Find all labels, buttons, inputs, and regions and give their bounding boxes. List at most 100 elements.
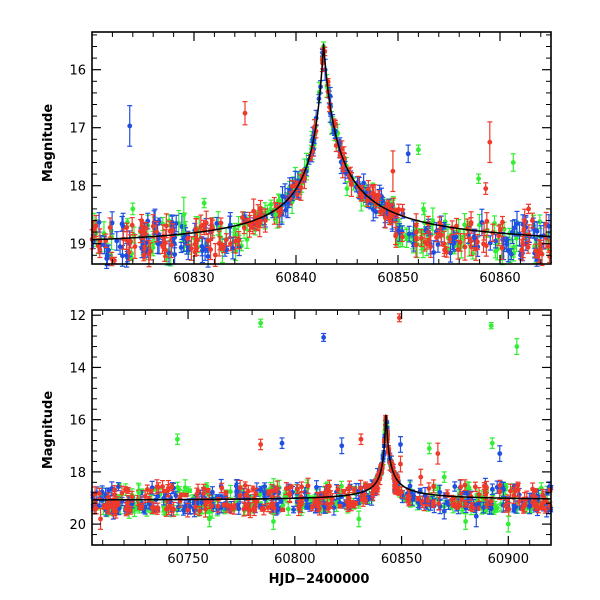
data-point: [428, 235, 434, 259]
data-point: [114, 231, 120, 251]
data-point: [526, 203, 532, 215]
data-point: [454, 503, 460, 510]
data-point: [93, 214, 99, 238]
data-point: [483, 182, 489, 195]
data-point: [487, 235, 493, 251]
x-tick-label: 60850: [381, 552, 422, 567]
data-point: [476, 173, 482, 184]
data-point: [270, 513, 276, 530]
bottom-panel-y-axis-label: Magnitude: [41, 391, 56, 470]
data-point: [262, 208, 268, 233]
data-point: [393, 226, 399, 246]
y-tick-label: 20: [69, 518, 86, 533]
data-point: [150, 214, 156, 239]
data-point: [436, 229, 442, 239]
data-point: [199, 236, 205, 257]
data-point: [148, 488, 154, 494]
data-point: [397, 436, 403, 453]
bottom-panel-x-axis-label: HJD−2400000: [269, 572, 370, 587]
data-point: [415, 144, 421, 155]
data-point: [223, 233, 229, 247]
data-point: [109, 211, 115, 235]
data-point: [512, 219, 518, 237]
data-point: [487, 121, 493, 164]
data-point: [476, 213, 482, 237]
top-panel-model-curve: [91, 43, 552, 241]
data-point: [205, 233, 211, 249]
data-point: [242, 100, 248, 126]
data-point: [205, 487, 211, 494]
y-tick-label: 16: [69, 414, 86, 429]
data-point: [341, 488, 347, 495]
data-point: [124, 217, 130, 227]
data-point: [525, 240, 531, 254]
data-point: [510, 153, 516, 172]
data-point: [457, 233, 463, 252]
data-point: [259, 506, 265, 512]
data-point: [426, 442, 432, 455]
data-point: [258, 318, 264, 328]
data-point: [250, 485, 256, 493]
data-point: [358, 433, 364, 446]
data-point: [208, 238, 214, 261]
data-point: [185, 231, 191, 246]
data-point: [98, 507, 104, 530]
data-point: [514, 338, 520, 355]
data-point: [447, 235, 453, 244]
data-point: [356, 510, 362, 528]
top-panel-frame: [91, 31, 552, 265]
data-point: [488, 321, 494, 330]
data-point: [126, 243, 132, 261]
bottom-panel-ticks: 60750 60800 60850 60900 12 14 16 18 20: [69, 309, 552, 567]
data-point: [193, 217, 199, 241]
data-point: [509, 220, 515, 245]
data-point: [422, 233, 428, 252]
data-point: [413, 231, 419, 245]
data-point: [178, 241, 184, 254]
data-point: [529, 212, 535, 229]
data-point: [127, 105, 133, 147]
data-point: [472, 228, 477, 248]
data-point: [403, 228, 409, 241]
data-point: [455, 239, 461, 260]
bottom-panel: 60750 60800 60850 60900 12 14 16 18 20 Magnitude…: [41, 309, 554, 587]
data-point: [132, 234, 138, 259]
data-point: [128, 234, 134, 249]
data-point: [188, 236, 194, 261]
data-point: [435, 442, 441, 465]
top-panel: 60830 60840 60850 60860 16 17 18 19 Magnitude: [41, 31, 553, 286]
data-point: [345, 486, 351, 492]
data-point: [230, 236, 236, 260]
y-tick-label: 16: [69, 64, 86, 79]
y-tick-label: 18: [69, 180, 86, 195]
data-point: [399, 232, 405, 243]
data-point: [447, 243, 453, 263]
data-point: [508, 248, 514, 261]
top-panel-ticks: 60830 60840 60850 60860 16 17 18 19: [69, 32, 551, 286]
data-point: [462, 233, 468, 261]
data-point: [405, 144, 411, 164]
data-point: [380, 196, 386, 206]
data-point: [202, 237, 208, 261]
data-point: [107, 217, 113, 238]
data-point: [489, 437, 495, 449]
y-tick-label: 14: [69, 361, 86, 376]
x-tick-label: 60850: [377, 271, 418, 286]
top-panel-data-points: [89, 41, 553, 270]
data-point: [452, 481, 458, 492]
data-point: [504, 236, 510, 253]
data-point: [285, 502, 291, 516]
x-tick-label: 60900: [488, 552, 529, 567]
data-point: [418, 229, 424, 248]
data-point: [243, 502, 249, 508]
data-point: [288, 484, 294, 489]
data-point: [418, 468, 424, 486]
y-tick-label: 19: [69, 238, 86, 253]
data-point: [174, 433, 180, 446]
data-point: [104, 247, 110, 270]
data-point: [147, 242, 153, 261]
data-point: [214, 216, 220, 231]
data-point: [497, 445, 503, 463]
data-point: [162, 228, 168, 257]
